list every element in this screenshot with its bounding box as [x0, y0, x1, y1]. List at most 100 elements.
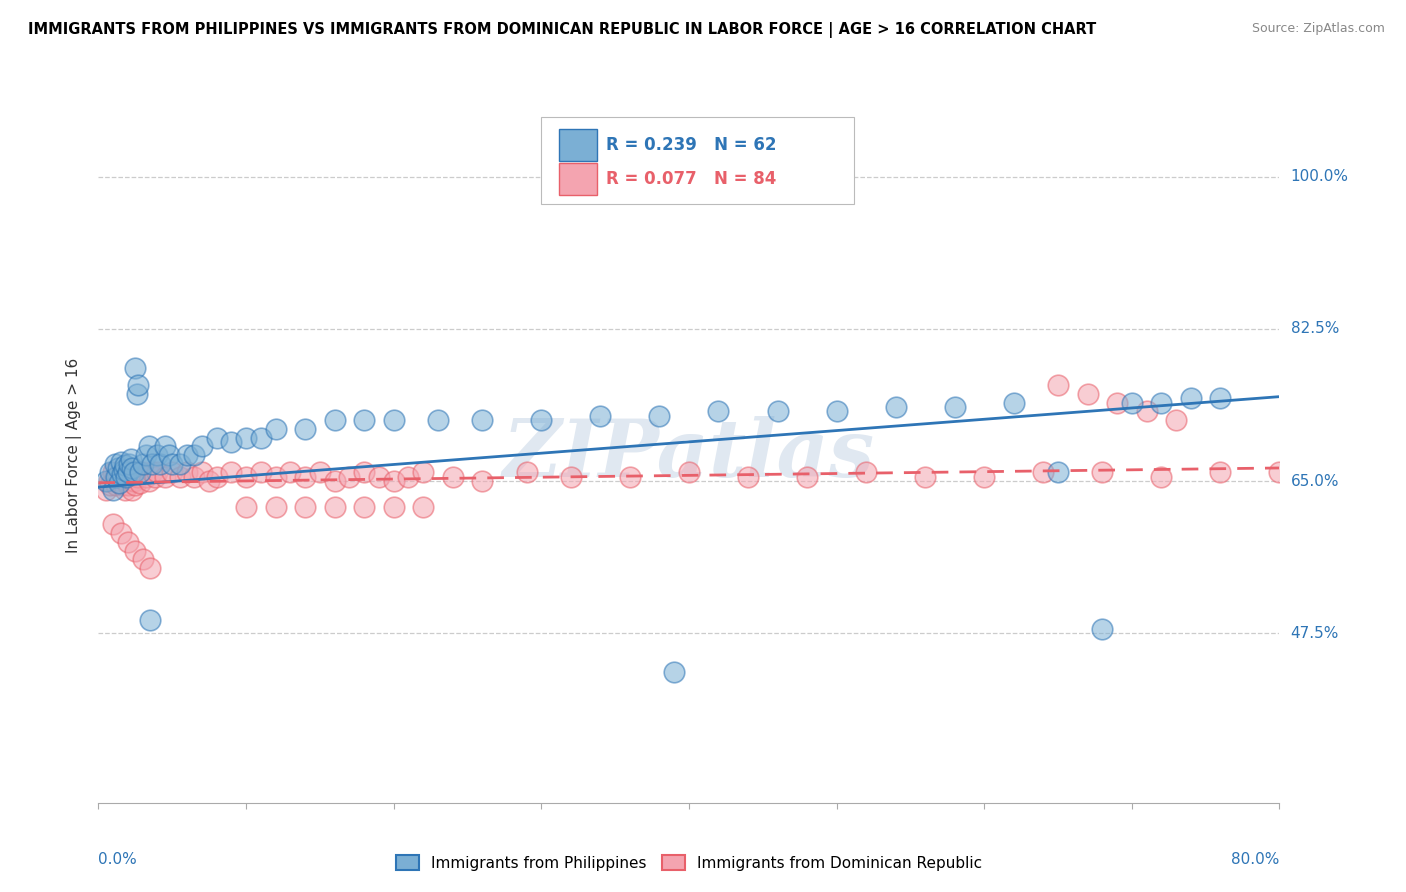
Point: [737, 469, 759, 483]
Point: [855, 466, 877, 480]
Point: [235, 500, 257, 514]
Point: [108, 475, 131, 490]
Point: [183, 448, 205, 462]
Point: [1209, 466, 1232, 480]
Point: [914, 469, 936, 483]
Point: [796, 469, 818, 483]
Point: [112, 463, 135, 477]
Text: Source: ZipAtlas.com: Source: ZipAtlas.com: [1251, 22, 1385, 36]
Point: [678, 466, 700, 480]
Point: [191, 466, 214, 480]
FancyBboxPatch shape: [560, 163, 596, 195]
Point: [103, 483, 125, 497]
Point: [1091, 622, 1114, 636]
Text: 82.5%: 82.5%: [1291, 321, 1339, 336]
Point: [427, 413, 450, 427]
Point: [127, 378, 149, 392]
Point: [104, 469, 127, 483]
Point: [294, 469, 316, 483]
Point: [353, 500, 375, 514]
Point: [648, 409, 671, 423]
Point: [162, 457, 183, 471]
Point: [108, 475, 131, 490]
Point: [105, 469, 128, 483]
Point: [128, 466, 150, 480]
Point: [128, 475, 150, 490]
Point: [118, 466, 141, 480]
Point: [323, 413, 346, 427]
Point: [114, 483, 136, 497]
Point: [169, 469, 191, 483]
Point: [94, 474, 117, 488]
Point: [139, 561, 162, 575]
Point: [264, 500, 287, 514]
Point: [1268, 466, 1291, 480]
Point: [382, 413, 405, 427]
Point: [105, 478, 128, 492]
Point: [1150, 469, 1173, 483]
Point: [138, 474, 160, 488]
Point: [1121, 396, 1143, 410]
Point: [117, 535, 139, 549]
Point: [1046, 466, 1069, 480]
Point: [110, 526, 132, 541]
Point: [235, 431, 257, 445]
Point: [111, 478, 134, 492]
Point: [124, 478, 146, 492]
Point: [353, 466, 375, 480]
Point: [107, 461, 129, 475]
Point: [112, 469, 135, 483]
Point: [122, 466, 145, 480]
Point: [664, 665, 686, 680]
Point: [825, 404, 848, 418]
Point: [141, 457, 163, 471]
Text: R = 0.239   N = 62: R = 0.239 N = 62: [606, 136, 776, 153]
Point: [118, 457, 141, 471]
Point: [309, 466, 332, 480]
Point: [198, 474, 221, 488]
Point: [382, 474, 405, 488]
Point: [149, 457, 172, 471]
Point: [219, 434, 242, 449]
Point: [135, 469, 157, 483]
Point: [127, 469, 149, 483]
Point: [124, 543, 146, 558]
Point: [162, 466, 183, 480]
Point: [471, 474, 494, 488]
Point: [97, 474, 120, 488]
Point: [110, 467, 132, 481]
Text: 65.0%: 65.0%: [1291, 474, 1339, 489]
Text: R = 0.077   N = 84: R = 0.077 N = 84: [606, 169, 776, 187]
Point: [125, 387, 148, 401]
Point: [110, 455, 132, 469]
Point: [1150, 396, 1173, 410]
Point: [294, 422, 316, 436]
Point: [396, 469, 419, 483]
Point: [294, 500, 316, 514]
Point: [132, 466, 155, 480]
Point: [353, 413, 375, 427]
Point: [1209, 392, 1232, 406]
Point: [120, 469, 142, 483]
Point: [250, 466, 273, 480]
Point: [412, 466, 434, 480]
Point: [122, 474, 145, 488]
Point: [219, 466, 242, 480]
Point: [1164, 413, 1187, 427]
Point: [117, 466, 139, 480]
Point: [138, 439, 160, 453]
Point: [135, 448, 157, 462]
Point: [117, 478, 139, 492]
Point: [191, 439, 214, 453]
Legend: Immigrants from Philippines, Immigrants from Dominican Republic: Immigrants from Philippines, Immigrants …: [391, 850, 987, 875]
Point: [412, 500, 434, 514]
Point: [98, 466, 121, 480]
Point: [278, 466, 302, 480]
Point: [205, 469, 228, 483]
FancyBboxPatch shape: [560, 129, 596, 161]
Y-axis label: In Labor Force | Age > 16: In Labor Force | Age > 16: [66, 358, 83, 552]
Text: IMMIGRANTS FROM PHILIPPINES VS IMMIGRANTS FROM DOMINICAN REPUBLIC IN LABOR FORCE: IMMIGRANTS FROM PHILIPPINES VS IMMIGRANT…: [28, 22, 1097, 38]
Point: [115, 474, 138, 488]
Point: [125, 466, 148, 480]
Point: [250, 431, 273, 445]
